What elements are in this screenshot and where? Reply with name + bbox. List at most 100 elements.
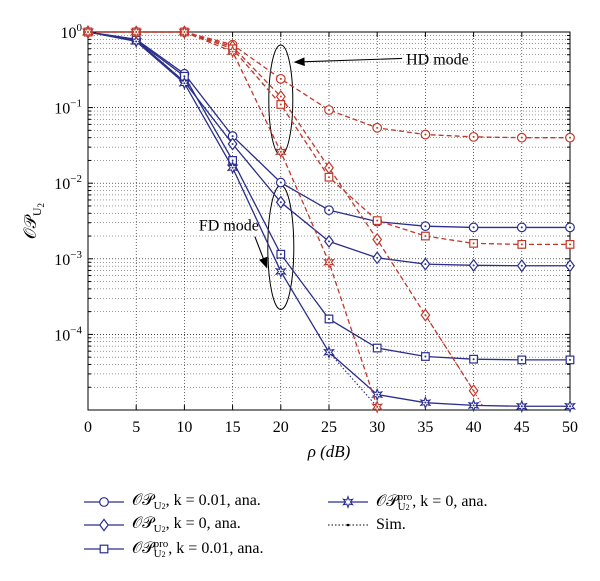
legend-swatch <box>328 523 368 527</box>
annotations: HD mode FD mode <box>199 44 469 310</box>
hd-arrow <box>293 57 403 67</box>
sim-point-hd_circle <box>376 126 379 129</box>
sim-point-hd_square <box>520 243 523 246</box>
legend-sup: pro <box>153 537 169 550</box>
series-fd_square <box>83 27 575 365</box>
sim-point-hd_circle <box>472 135 475 138</box>
y-tick-label: 10−4 <box>54 324 82 344</box>
legend-tail: , k = 0, ana. <box>412 492 488 510</box>
legend-op-symbol: 𝒪𝒫 <box>132 539 154 557</box>
legend-swatch <box>84 518 124 532</box>
legend-item: 𝒪𝒫 pro U2, k = 0.01, ana. <box>82 538 264 560</box>
sim-point-hd_circle <box>279 77 282 80</box>
legend-swatch <box>84 544 124 554</box>
legend-sim-dot <box>346 523 350 527</box>
sim-point-fd_star <box>135 40 138 43</box>
legend-label: 𝒪𝒫U2, k = 0.01, ana. <box>132 492 261 512</box>
sim-point-fd_square <box>328 317 330 320</box>
x-tick-label: 40 <box>466 419 482 436</box>
legend-marker-star <box>342 495 354 509</box>
sim-point-hd_star <box>87 31 89 33</box>
sim-point-fd_star <box>424 401 427 404</box>
sim-point-fd_diamond <box>231 143 234 146</box>
x-tick-label: 10 <box>176 419 192 436</box>
y-axis-label: 𝒪𝒫U2 <box>21 203 46 239</box>
legend-marker-diamond <box>99 518 109 532</box>
legend-tail: , k = 0.01, ana. <box>165 491 261 509</box>
sim-point-hd_circle <box>520 136 523 139</box>
sim-point-fd_star <box>520 405 523 408</box>
sim-point-fd_star <box>231 166 234 169</box>
sim-point-fd_diamond <box>569 264 571 267</box>
sim-point-fd_circle <box>231 135 234 138</box>
sim-point-hd_star <box>135 31 138 33</box>
series-hd_star <box>82 25 384 414</box>
sim-point-fd_diamond <box>472 264 475 267</box>
x-tick-label: 15 <box>225 419 241 436</box>
legend-sub: U2 <box>397 500 410 513</box>
sim-point-fd_star <box>472 404 475 407</box>
x-tick-label: 35 <box>417 419 433 436</box>
sim-point-hd_circle <box>424 133 427 136</box>
sim-point-fd_square <box>520 358 523 361</box>
y-tick-label: 10−3 <box>54 249 82 269</box>
sim-point-hd_diamond <box>328 166 330 169</box>
sim-point-fd_circle <box>279 181 282 184</box>
x-tick-label: 20 <box>273 419 289 436</box>
fd-arrow <box>254 236 268 269</box>
sim-point-hd_square <box>376 219 379 222</box>
series-fd_diamond <box>83 25 575 273</box>
sim-point-fd_circle <box>328 209 330 212</box>
legend-sup: pro <box>397 490 413 503</box>
legend-label: 𝒪𝒫 pro U2, k = 0, ana. <box>376 490 488 513</box>
legend-marker-square <box>99 544 109 554</box>
sim-point-hd_square <box>279 103 282 106</box>
sim-point-hd_square <box>472 242 475 245</box>
sim-point-fd_square <box>376 347 379 350</box>
legend-label: 𝒪𝒫 pro U2, k = 0.01, ana. <box>132 537 264 560</box>
sim-point-hd_star <box>376 405 379 408</box>
sim-point-fd_square <box>231 159 234 162</box>
sim-point-hd_diamond <box>279 95 282 98</box>
x-axis-label: ρ (dB) <box>307 442 351 461</box>
y-tick-label: 100 <box>61 22 83 42</box>
sim-point-fd_diamond <box>376 256 379 259</box>
axis-labels: ρ (dB) 𝒪𝒫U2 <box>21 203 351 461</box>
sim-line-sim_hd_diamond <box>424 314 484 408</box>
series-line-hd_diamond <box>88 31 475 392</box>
series <box>82 25 576 414</box>
legend-marker-circle <box>99 497 109 507</box>
fd-mode-label: FD mode <box>199 218 259 235</box>
series-line-fd_square <box>87 31 570 361</box>
sim-point-fd_star <box>183 82 186 85</box>
series-sim_hd_diamond <box>424 314 484 408</box>
legend-label: 𝒪𝒫U2, k = 0, ana. <box>132 515 241 535</box>
sim-point-hd_circle <box>569 136 571 139</box>
sim-point-fd_star <box>279 270 282 273</box>
y-tick-label: 10−2 <box>54 173 82 193</box>
sim-point-fd_square <box>424 355 427 358</box>
sim-point-hd_diamond <box>376 238 379 241</box>
legend-item: 𝒪𝒫 pro U2, k = 0, ana. <box>326 491 488 513</box>
legend-sub: U2 <box>153 523 166 536</box>
legend-tail: , k = 0, ana. <box>165 514 241 532</box>
sim-point-hd_square <box>424 235 427 238</box>
sim-point-fd_square <box>569 358 571 361</box>
sim-point-hd_square <box>328 176 330 179</box>
x-tick-label: 0 <box>84 419 92 436</box>
legend-item: 𝒪𝒫U2, k = 0, ana. <box>82 514 241 536</box>
y-tick-label: 10−1 <box>54 98 82 118</box>
legend-item: 𝒪𝒫U2, k = 0.01, ana. <box>82 491 261 513</box>
sim-point-fd_circle <box>424 225 427 228</box>
legend-swatch <box>84 497 124 507</box>
hd-mode-label: HD mode <box>406 51 469 68</box>
sim-point-hd_star <box>231 50 234 53</box>
sim-line-sim_fd_star <box>328 351 378 408</box>
sim-point-fd_diamond <box>520 264 523 267</box>
legend-op-symbol: 𝒪𝒫 <box>132 514 154 532</box>
x-tick-label: 50 <box>562 419 578 436</box>
sim-point-fd_square <box>183 75 186 78</box>
legend-item: Sim. <box>326 514 406 536</box>
legend-sub: U2 <box>153 500 166 513</box>
x-tick-label: 30 <box>369 419 385 436</box>
